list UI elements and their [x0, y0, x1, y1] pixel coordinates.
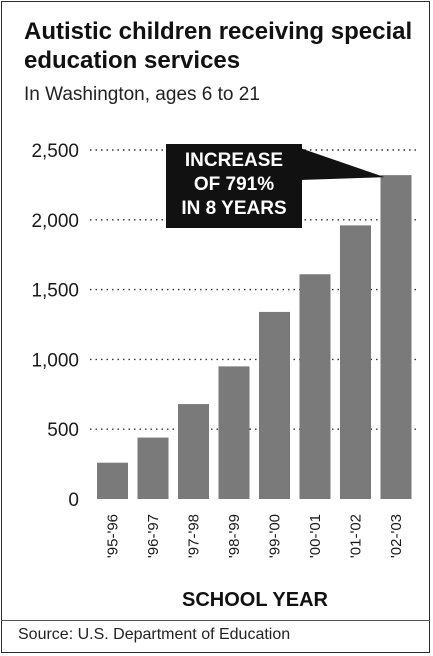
y-tick-label: 0	[68, 490, 79, 511]
annotation-pointer	[300, 148, 385, 180]
y-axis-ticks: 0 500 1,000 1,500 2,000 2,500	[31, 141, 79, 511]
y-tick-label: 2,500	[31, 141, 79, 162]
source-divider	[1, 620, 430, 621]
bar	[259, 311, 290, 499]
x-tick-label: '98-'99	[226, 514, 243, 558]
x-tick-label: '01-'02	[348, 514, 365, 558]
annotation-pointer-shape	[300, 148, 385, 180]
x-axis-label: SCHOOL YEAR	[182, 589, 328, 611]
x-axis-ticks: '95-'96 '96-'97 '97-'98 '98-'99 '99-'00 '00-'…	[105, 514, 406, 558]
bar	[178, 404, 209, 499]
chart-title: Autistic children receiving special educ…	[24, 18, 413, 74]
chart-subtitle: In Washington, ages 6 to 21	[24, 84, 260, 105]
bar	[380, 175, 412, 500]
x-tick-label: '02-'03	[388, 514, 405, 558]
annotation-line-3: IN 8 YEARS	[181, 198, 287, 219]
annotation-line-2: OF 791%	[193, 174, 275, 195]
y-tick-label: 500	[47, 420, 79, 441]
source-note: Source: U.S. Department of Education	[18, 626, 291, 643]
x-tick-label: '97-'98	[186, 514, 203, 558]
x-tick-label: '95-'96	[105, 514, 122, 558]
bar	[218, 366, 250, 499]
bars	[97, 175, 412, 500]
bar	[299, 274, 331, 499]
x-tick-label: '00-'01	[307, 514, 324, 558]
y-tick-label: 1,000	[31, 350, 79, 371]
x-tick-label: '99-'00	[267, 514, 284, 558]
y-tick-label: 2,000	[31, 211, 79, 232]
bar	[97, 462, 128, 499]
y-tick-label: 1,500	[31, 281, 79, 302]
increase-annotation: INCREASE OF 791% IN 8 YEARS	[166, 144, 302, 228]
bar	[340, 225, 371, 499]
bar	[137, 437, 169, 499]
annotation-line-1: INCREASE	[184, 150, 284, 171]
x-tick-label: '96-'97	[145, 514, 162, 558]
